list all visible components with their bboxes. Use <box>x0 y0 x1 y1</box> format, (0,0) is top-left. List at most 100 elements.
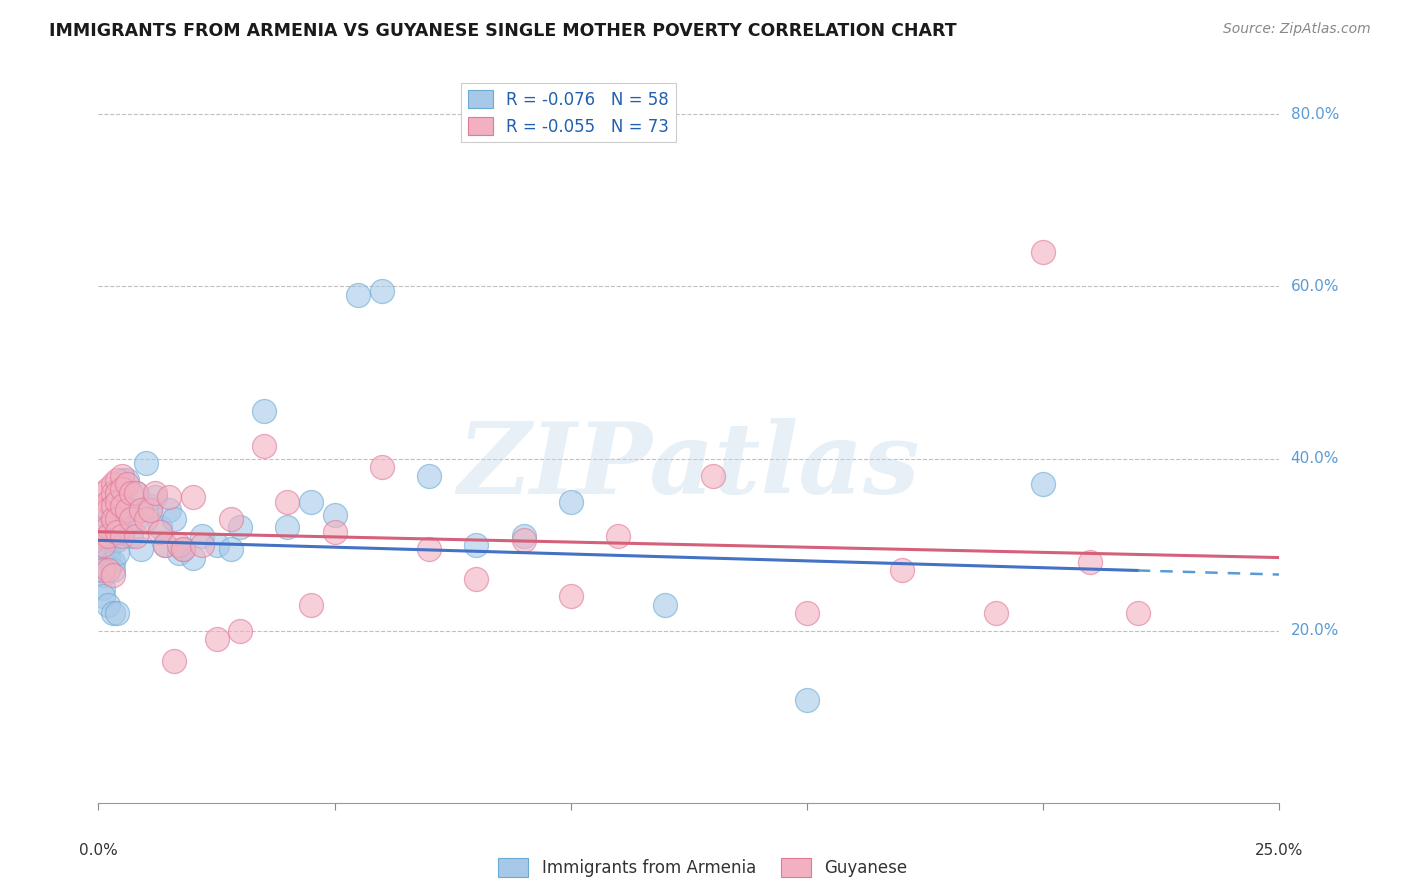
Point <box>371 460 394 475</box>
Point <box>105 512 128 526</box>
Point <box>105 607 128 621</box>
Point <box>97 529 120 543</box>
Point <box>702 468 724 483</box>
Point <box>167 546 190 560</box>
Point <box>111 524 134 539</box>
Point <box>111 499 134 513</box>
Point <box>101 503 124 517</box>
Point <box>125 512 148 526</box>
Point <box>276 520 298 534</box>
Point <box>371 284 394 298</box>
Point <box>143 486 166 500</box>
Point <box>167 538 190 552</box>
Point <box>91 555 114 569</box>
Point <box>191 538 214 552</box>
Point <box>229 624 252 638</box>
Point <box>607 529 630 543</box>
Point <box>121 512 143 526</box>
Point <box>97 550 120 565</box>
Point <box>115 503 138 517</box>
Point <box>276 494 298 508</box>
Point <box>115 477 138 491</box>
Point <box>111 529 134 543</box>
Point <box>121 529 143 543</box>
Point <box>101 567 124 582</box>
Point <box>149 520 172 534</box>
Text: ZIPatlas: ZIPatlas <box>458 418 920 515</box>
Point <box>890 564 912 578</box>
Point <box>105 486 128 500</box>
Text: 80.0%: 80.0% <box>1291 107 1339 122</box>
Point <box>1032 245 1054 260</box>
Point <box>111 473 134 487</box>
Point <box>323 508 346 522</box>
Point <box>101 512 124 526</box>
Point <box>101 607 124 621</box>
Point <box>143 491 166 505</box>
Point <box>418 541 440 556</box>
Point <box>253 404 276 418</box>
Point <box>129 541 152 556</box>
Point <box>139 503 162 517</box>
Point <box>101 486 124 500</box>
Point <box>105 494 128 508</box>
Point <box>796 692 818 706</box>
Point <box>205 632 228 647</box>
Point <box>560 589 582 603</box>
Point <box>101 499 124 513</box>
Point <box>465 538 488 552</box>
Point <box>512 533 534 548</box>
Point <box>253 439 276 453</box>
Point <box>418 468 440 483</box>
Point <box>181 491 204 505</box>
Point <box>97 482 120 496</box>
Point <box>191 529 214 543</box>
Point <box>91 589 114 603</box>
Point <box>135 456 157 470</box>
Point <box>157 491 180 505</box>
Text: Source: ZipAtlas.com: Source: ZipAtlas.com <box>1223 22 1371 37</box>
Point <box>984 607 1007 621</box>
Point <box>105 546 128 560</box>
Point <box>125 529 148 543</box>
Point <box>125 486 148 500</box>
Point <box>560 494 582 508</box>
Point <box>91 581 114 595</box>
Point <box>1080 555 1102 569</box>
Point <box>181 550 204 565</box>
Point <box>91 564 114 578</box>
Point <box>654 598 676 612</box>
Point <box>101 516 124 530</box>
Point <box>153 538 176 552</box>
Point <box>101 477 124 491</box>
Point <box>97 503 120 517</box>
Point <box>91 486 114 500</box>
Text: 40.0%: 40.0% <box>1291 451 1339 467</box>
Point <box>139 499 162 513</box>
Point <box>91 564 114 578</box>
Point <box>149 524 172 539</box>
Point <box>121 503 143 517</box>
Point <box>105 533 128 548</box>
Point <box>465 572 488 586</box>
Point <box>97 520 120 534</box>
Point <box>105 473 128 487</box>
Legend: Immigrants from Armenia, Guyanese: Immigrants from Armenia, Guyanese <box>492 852 914 884</box>
Point <box>97 529 120 543</box>
Point <box>121 486 143 500</box>
Text: 25.0%: 25.0% <box>1256 843 1303 858</box>
Point <box>323 524 346 539</box>
Point <box>97 494 120 508</box>
Point <box>115 473 138 487</box>
Point <box>97 541 120 556</box>
Point <box>796 607 818 621</box>
Point <box>105 529 128 543</box>
Point <box>111 468 134 483</box>
Point <box>1032 477 1054 491</box>
Point <box>299 598 322 612</box>
Point <box>157 503 180 517</box>
Point <box>172 541 194 556</box>
Point <box>105 524 128 539</box>
Text: 0.0%: 0.0% <box>79 843 118 858</box>
Point <box>97 512 120 526</box>
